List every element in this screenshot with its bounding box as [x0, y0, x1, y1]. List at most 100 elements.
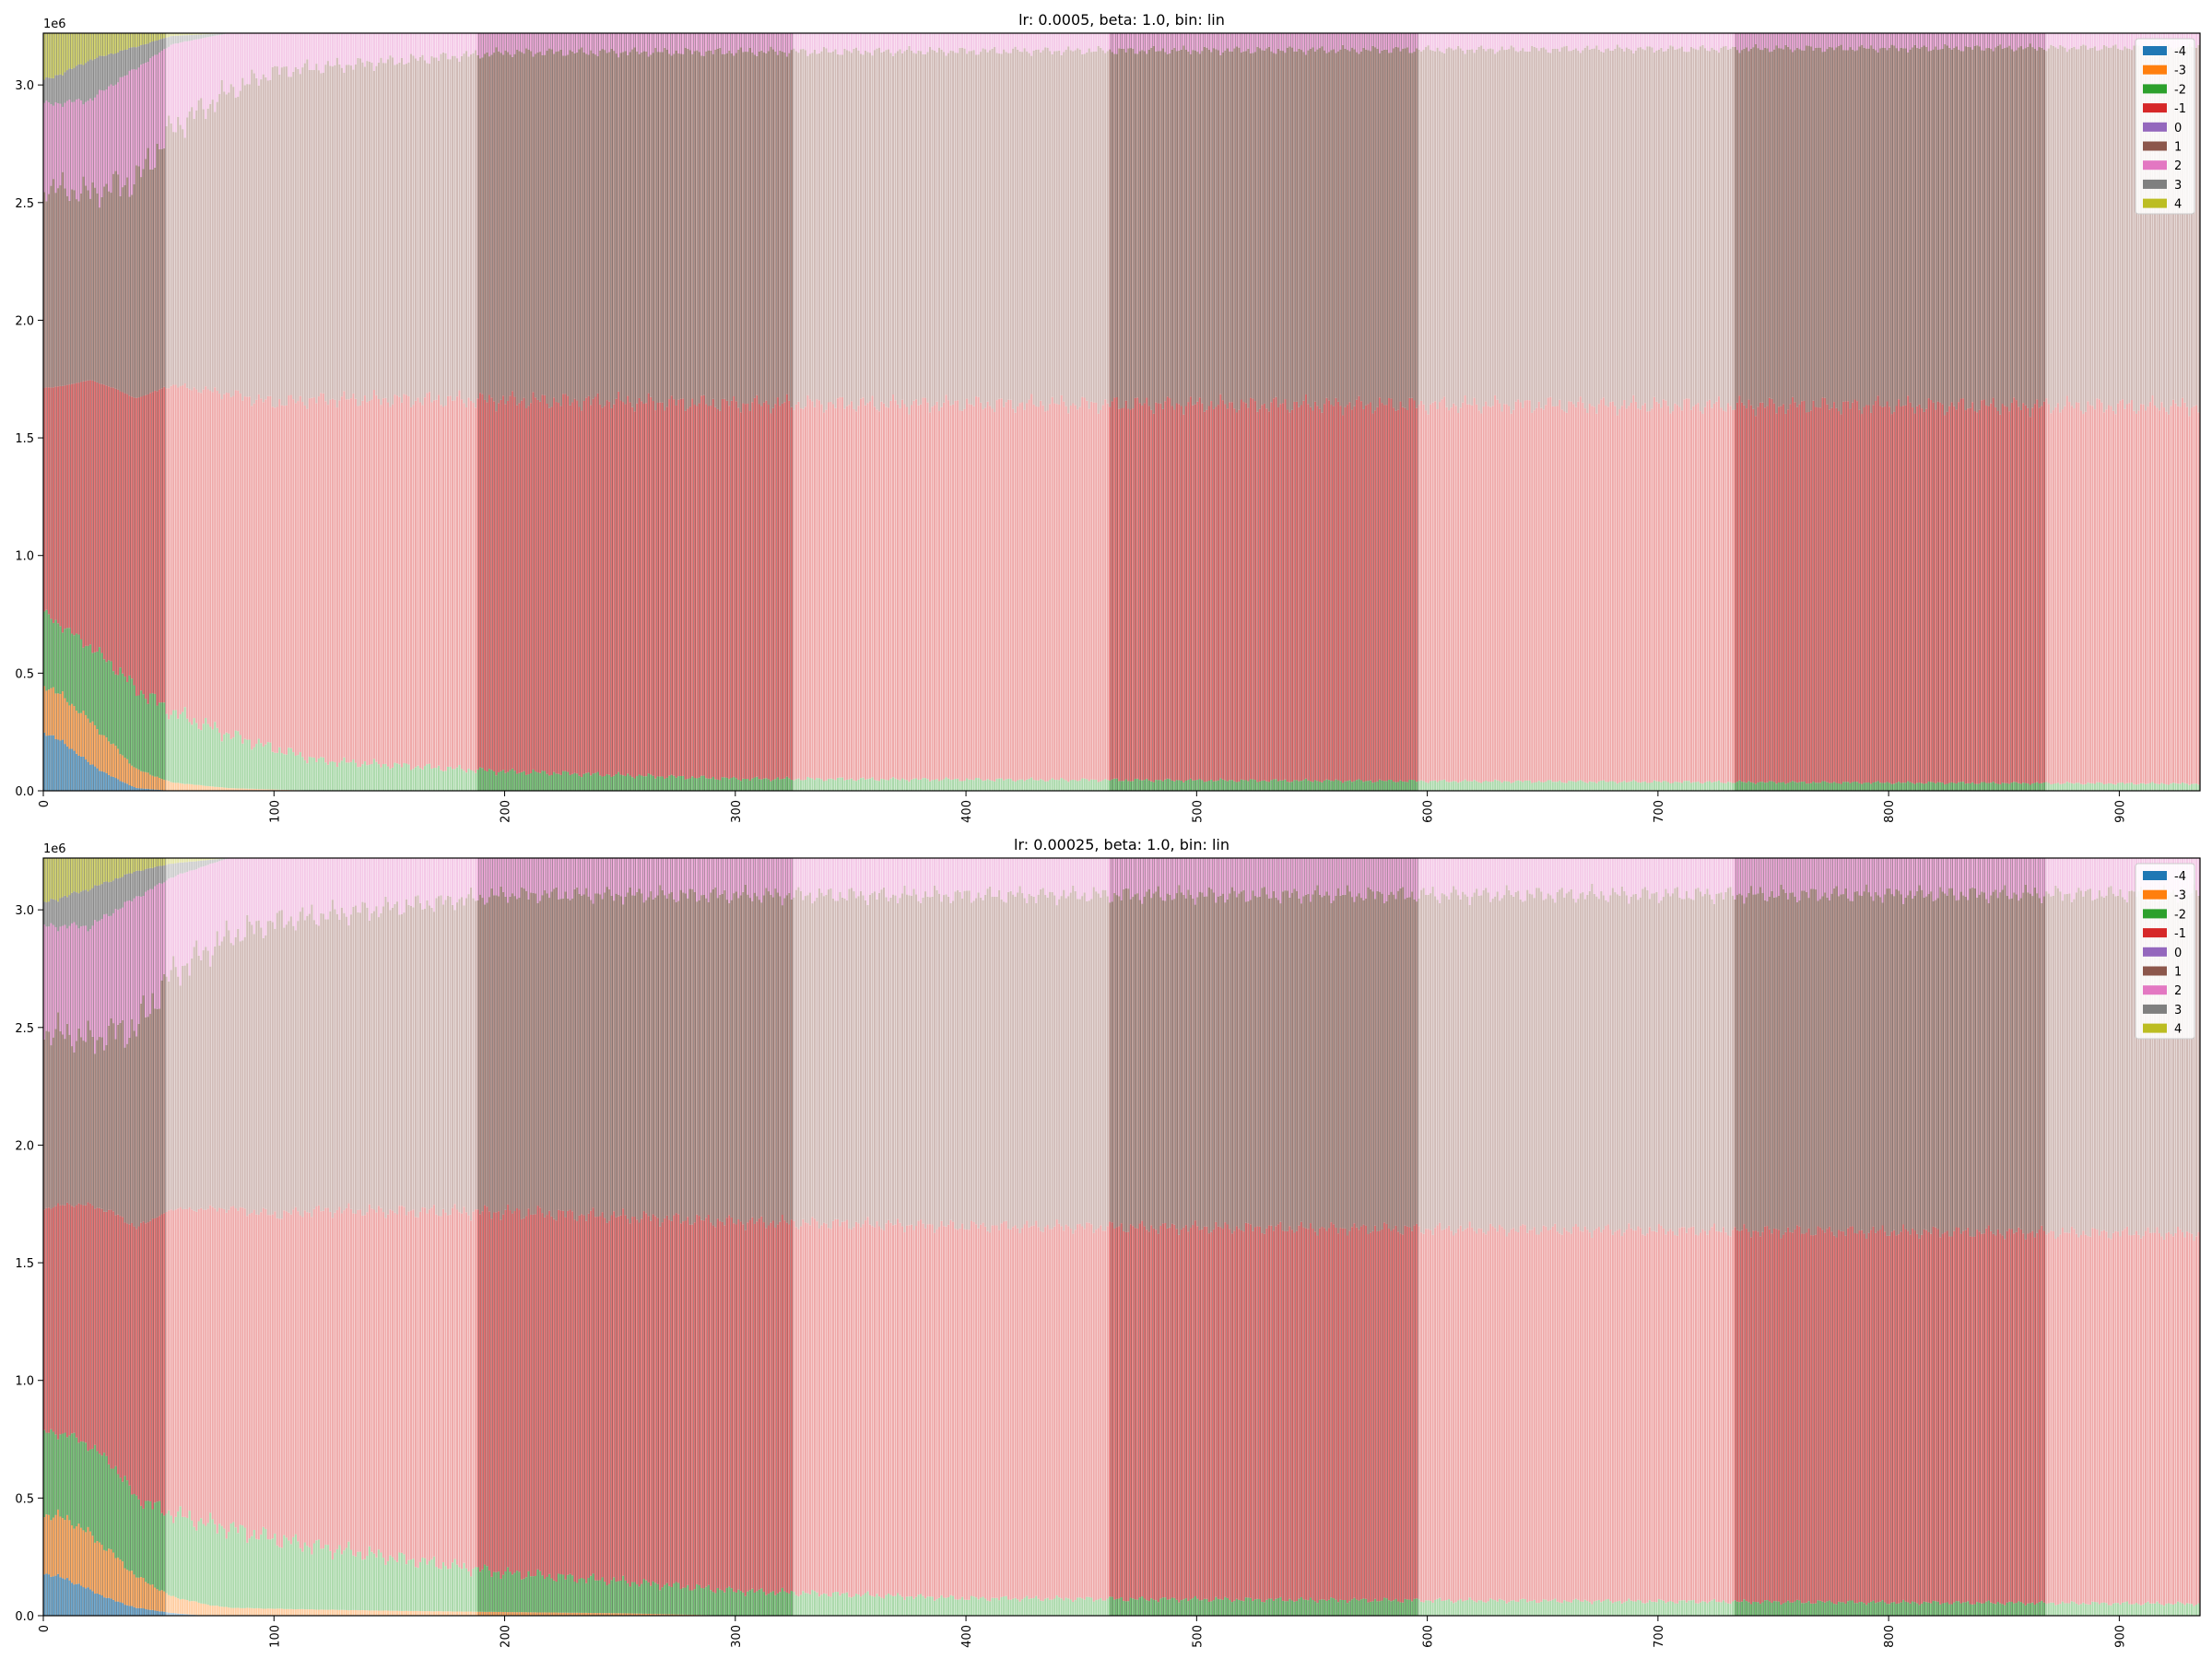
bar-segment	[1706, 781, 1709, 791]
bar-segment	[555, 402, 558, 774]
bar-segment	[357, 33, 359, 58]
bar-segment	[186, 718, 189, 784]
bar-segment	[149, 58, 152, 170]
bar-segment	[1124, 33, 1127, 53]
bar-group	[430, 33, 433, 791]
bar-segment	[668, 399, 671, 776]
bar-segment	[799, 408, 802, 781]
bar-group	[677, 33, 680, 791]
bar-segment	[80, 756, 83, 791]
bar-segment	[1789, 404, 1792, 782]
bar-segment	[1309, 48, 1312, 407]
bar-group	[391, 33, 394, 791]
bar-group	[477, 33, 479, 791]
bar-segment	[1353, 33, 1356, 50]
bar-group	[504, 33, 507, 791]
bar-group	[1485, 33, 1488, 791]
bar-segment	[1512, 33, 1515, 48]
bar-segment	[710, 778, 712, 791]
bar-segment	[1936, 782, 1939, 791]
bar-segment	[1769, 781, 1771, 791]
bar-segment	[1277, 406, 1279, 782]
bar-segment	[343, 391, 346, 758]
bar-segment	[684, 410, 687, 780]
bar-group	[876, 33, 878, 791]
bar-segment	[335, 407, 338, 768]
bar-segment	[1628, 782, 1630, 791]
bar-segment	[903, 779, 906, 791]
bar-segment	[68, 748, 71, 791]
bar-segment	[673, 53, 676, 400]
bar-segment	[1067, 33, 1070, 47]
bar-segment	[871, 55, 874, 396]
bar-segment	[329, 761, 332, 791]
bar-segment	[1660, 782, 1663, 791]
bar-segment	[693, 405, 696, 779]
bar-segment	[283, 754, 286, 790]
bar-segment	[1907, 52, 1910, 396]
bar-segment	[463, 403, 465, 771]
bar-segment	[112, 53, 115, 87]
bar-segment	[193, 118, 195, 388]
bar-segment	[1358, 53, 1360, 396]
bar-segment	[716, 408, 719, 780]
bar-segment	[1189, 778, 1192, 791]
bar-segment	[262, 789, 265, 791]
bar-segment	[1489, 48, 1492, 407]
bar-segment	[654, 33, 657, 48]
bar-group	[1312, 33, 1314, 791]
bar-group	[922, 33, 924, 791]
bar-segment	[80, 193, 83, 382]
bar-segment	[1279, 780, 1282, 791]
bar-group	[165, 33, 168, 791]
bar-segment	[1519, 50, 1522, 403]
bar-segment	[1242, 402, 1245, 781]
bar-group	[518, 33, 521, 791]
bar-group	[1051, 33, 1053, 791]
bar-group	[1967, 33, 1970, 791]
bar-segment	[202, 109, 205, 390]
bar-segment	[712, 33, 714, 54]
bar-segment	[1778, 406, 1781, 783]
bar-segment	[1406, 409, 1409, 782]
bar-group	[128, 33, 131, 791]
bar-segment	[719, 33, 722, 48]
bar-segment	[1425, 410, 1428, 782]
bar-group	[340, 33, 343, 791]
bar-segment	[1560, 409, 1563, 782]
bar-segment	[234, 788, 237, 791]
bar-group	[103, 33, 106, 791]
bar-segment	[82, 65, 85, 105]
bar-group	[54, 33, 57, 791]
bar-segment	[1221, 400, 1224, 780]
bar-group	[1083, 33, 1086, 791]
bar-segment	[1229, 33, 1231, 52]
bar-segment	[484, 399, 487, 771]
bar-segment	[1902, 782, 1905, 791]
bar-segment	[131, 786, 134, 791]
bar-segment	[228, 788, 230, 791]
bar-segment	[1605, 33, 1607, 50]
bar-segment	[739, 47, 742, 413]
bar-segment	[843, 408, 846, 781]
bar-segment	[659, 402, 662, 777]
bar-segment	[1201, 33, 1204, 52]
bar-segment	[1173, 47, 1176, 410]
bar-segment	[1688, 781, 1690, 791]
bar-segment	[1865, 405, 1868, 783]
bar-segment	[1570, 33, 1572, 52]
bar-segment	[1097, 782, 1100, 791]
bar-segment	[1637, 47, 1640, 409]
bar-segment	[1207, 33, 1210, 50]
bar-segment	[705, 33, 708, 52]
bar-segment	[66, 628, 69, 702]
bar-segment	[793, 409, 795, 781]
bar-segment	[1759, 402, 1762, 782]
bar-group	[564, 33, 567, 791]
bar-group	[502, 33, 505, 791]
bar-group	[1618, 33, 1621, 791]
bar-group	[917, 33, 920, 791]
bar-segment	[1293, 51, 1296, 402]
bar-segment	[1459, 782, 1462, 791]
bar-group	[248, 33, 251, 791]
